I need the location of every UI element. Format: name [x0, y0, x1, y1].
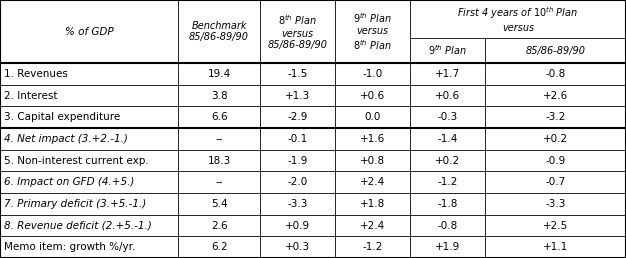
Text: 1. Revenues: 1. Revenues [4, 69, 68, 79]
Text: 6.2: 6.2 [211, 242, 227, 252]
Text: 6.6: 6.6 [211, 112, 227, 122]
Text: $9^{th}$ Plan: $9^{th}$ Plan [428, 44, 467, 58]
Text: +0.6: +0.6 [360, 91, 385, 101]
Text: -3.3: -3.3 [545, 199, 566, 209]
Text: -2.0: -2.0 [287, 177, 307, 187]
Text: --: -- [215, 134, 223, 144]
Text: +1.3: +1.3 [285, 91, 310, 101]
Text: -0.3: -0.3 [438, 112, 458, 122]
Text: % of GDP: % of GDP [65, 27, 113, 37]
Text: +1.8: +1.8 [360, 199, 385, 209]
Text: -1.2: -1.2 [438, 177, 458, 187]
Text: +0.6: +0.6 [435, 91, 460, 101]
Text: +2.4: +2.4 [360, 221, 385, 231]
Text: 4. Net impact (3.+2.-1.): 4. Net impact (3.+2.-1.) [4, 134, 128, 144]
Text: +0.8: +0.8 [360, 156, 385, 166]
Text: 18.3: 18.3 [207, 156, 231, 166]
Text: First 4 years of $10^{th}$ Plan
versus: First 4 years of $10^{th}$ Plan versus [458, 5, 578, 33]
Text: -0.7: -0.7 [545, 177, 566, 187]
Text: Benchmark
85/86-89/90: Benchmark 85/86-89/90 [189, 21, 249, 42]
Text: +0.9: +0.9 [285, 221, 310, 231]
Text: +0.3: +0.3 [285, 242, 310, 252]
Text: -3.3: -3.3 [287, 199, 307, 209]
Text: +1.6: +1.6 [360, 134, 385, 144]
Text: -1.9: -1.9 [287, 156, 307, 166]
Text: Memo item: growth %/yr.: Memo item: growth %/yr. [4, 242, 135, 252]
Text: +2.4: +2.4 [360, 177, 385, 187]
Text: -0.8: -0.8 [545, 69, 566, 79]
Text: 6. Impact on GFD (4.+5.): 6. Impact on GFD (4.+5.) [4, 177, 134, 187]
Text: +1.9: +1.9 [435, 242, 460, 252]
Text: $8^{th}$ Plan
versus
85/86-89/90: $8^{th}$ Plan versus 85/86-89/90 [267, 13, 327, 50]
Text: 0.0: 0.0 [364, 112, 381, 122]
Text: 8. Revenue deficit (2.+5.-1.): 8. Revenue deficit (2.+5.-1.) [4, 221, 151, 231]
Text: -1.8: -1.8 [438, 199, 458, 209]
Text: +1.7: +1.7 [435, 69, 460, 79]
Text: 5.4: 5.4 [211, 199, 227, 209]
Text: +1.1: +1.1 [543, 242, 568, 252]
Text: 3.8: 3.8 [211, 91, 227, 101]
Text: $9^{th}$ Plan
versus
$8^{th}$ Plan: $9^{th}$ Plan versus $8^{th}$ Plan [353, 11, 392, 52]
Text: -1.5: -1.5 [287, 69, 307, 79]
Text: 85/86-89/90: 85/86-89/90 [526, 46, 585, 55]
Text: -1.4: -1.4 [438, 134, 458, 144]
Text: +0.2: +0.2 [435, 156, 460, 166]
Text: -1.0: -1.0 [362, 69, 382, 79]
Text: 19.4: 19.4 [207, 69, 231, 79]
Text: +2.6: +2.6 [543, 91, 568, 101]
Text: -1.2: -1.2 [362, 242, 382, 252]
Text: 2. Interest: 2. Interest [4, 91, 57, 101]
Text: +0.2: +0.2 [543, 134, 568, 144]
Text: 7. Primary deficit (3.+5.-1.): 7. Primary deficit (3.+5.-1.) [4, 199, 146, 209]
Text: -0.9: -0.9 [545, 156, 566, 166]
Text: -0.1: -0.1 [287, 134, 307, 144]
Text: 5. Non-interest current exp.: 5. Non-interest current exp. [4, 156, 148, 166]
Text: --: -- [215, 177, 223, 187]
Text: -2.9: -2.9 [287, 112, 307, 122]
Text: -0.8: -0.8 [438, 221, 458, 231]
Text: -3.2: -3.2 [545, 112, 566, 122]
Text: 2.6: 2.6 [211, 221, 227, 231]
Text: 3. Capital expenditure: 3. Capital expenditure [4, 112, 120, 122]
Text: +2.5: +2.5 [543, 221, 568, 231]
